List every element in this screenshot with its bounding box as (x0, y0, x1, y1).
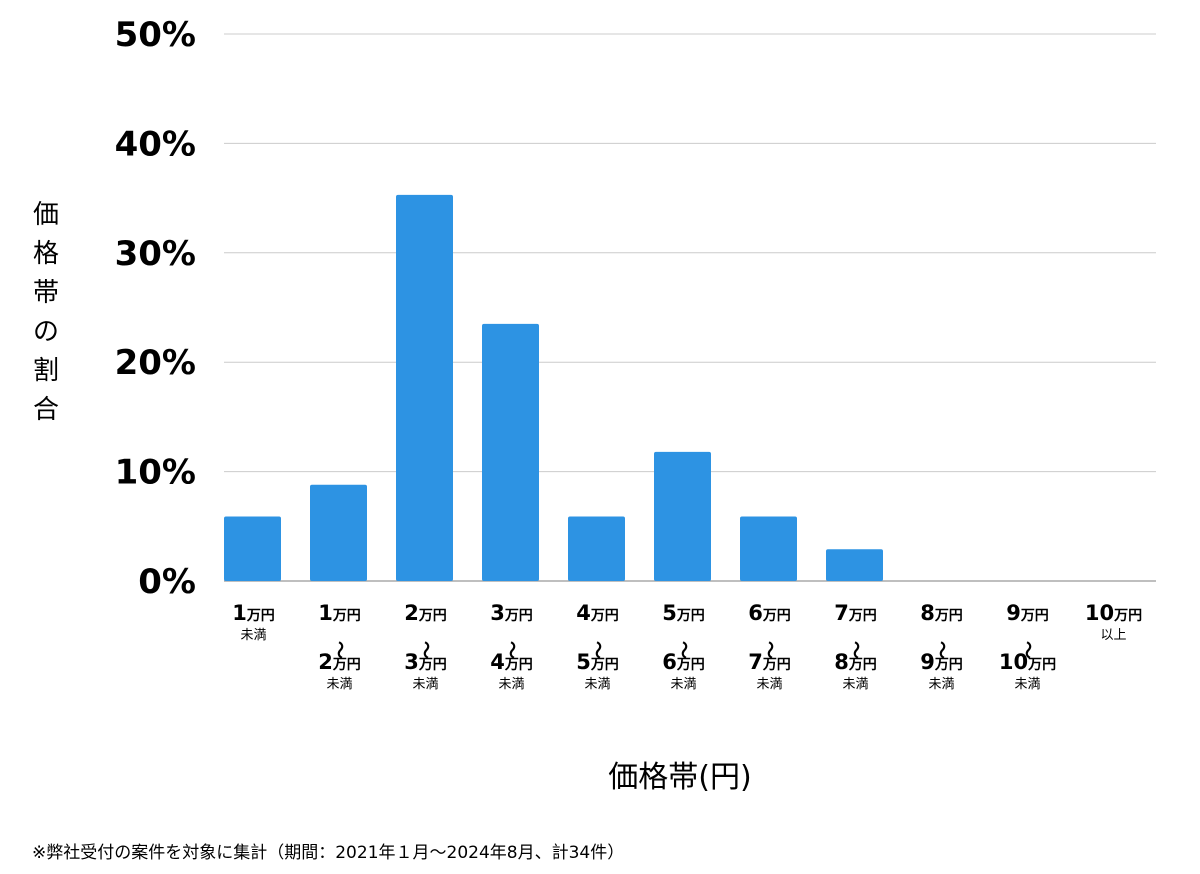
y-axis-label-char: 合 (32, 395, 59, 425)
x-tick-label: 未満 (584, 677, 610, 692)
y-axis-label-char: 割 (32, 356, 59, 386)
y-axis-label: 価格帯の割合 (28, 196, 64, 430)
x-tick-label: 未満 (240, 628, 266, 643)
y-axis-label-char: 格 (32, 239, 59, 269)
bar (482, 323, 539, 581)
x-tick-label: 7万円 (834, 601, 877, 625)
x-tick-label: 以上 (1100, 628, 1126, 643)
bar (396, 194, 453, 581)
y-axis-label-char: の (32, 317, 59, 347)
x-tick-label: 1万円 (232, 601, 275, 625)
x-tick-label: 〜 (931, 641, 952, 659)
y-tick-label: 20% (115, 343, 196, 383)
x-axis-label: 価格帯(円) (608, 760, 752, 795)
x-tick-label: 未満 (498, 677, 524, 692)
x-tick-label: 未満 (756, 677, 782, 692)
x-tick-label: 9万円 (920, 650, 963, 674)
x-tick-label: 7万円 (748, 650, 791, 674)
x-tick-label: 5万円 (662, 601, 705, 625)
x-tick-label: 3万円 (404, 650, 447, 674)
x-tick-label: 未満 (1014, 677, 1040, 692)
bar (740, 516, 797, 581)
y-tick-label: 40% (115, 124, 196, 164)
footnote: ※弊社受付の案件を対象に集計（期間：2021年１月〜2024年8月、計34件） (32, 843, 625, 863)
x-tick-label: 〜 (501, 641, 522, 659)
x-tick-label: 〜 (587, 641, 608, 659)
x-tick-label: 10万円 (1085, 601, 1142, 625)
x-tick-label: 4万円 (490, 650, 533, 674)
x-tick-label: 未満 (842, 677, 868, 692)
grid-lines (224, 33, 1156, 582)
x-tick-label: 〜 (1017, 641, 1038, 659)
x-tick-label: 4万円 (576, 601, 619, 625)
x-tick-label: 8万円 (834, 650, 877, 674)
bar (224, 516, 281, 581)
x-tick-label: 未満 (928, 677, 954, 692)
y-axis-label-char: 帯 (32, 278, 59, 308)
x-tick-label: 10万円 (999, 650, 1056, 674)
y-axis-label-char: 価 (32, 200, 59, 230)
y-tick-label: 50% (115, 15, 196, 55)
x-tick-label: 5万円 (576, 650, 619, 674)
y-tick-label: 10% (115, 453, 196, 493)
x-tick-label: 2万円 (318, 650, 361, 674)
x-tick-label: 8万円 (920, 601, 963, 625)
x-tick-label: 6万円 (662, 650, 705, 674)
x-tick-label: 6万円 (748, 601, 791, 625)
x-tick-label: 〜 (329, 641, 350, 659)
bar (826, 549, 883, 581)
y-tick-label: 30% (115, 234, 196, 274)
x-tick-label: 〜 (415, 641, 436, 659)
x-tick-label: 1万円 (318, 601, 361, 625)
x-axis-category-labels: 1万円未満1万円〜2万円未満2万円〜3万円未満3万円〜4万円未満4万円〜5万円未… (232, 601, 1142, 692)
y-axis-ticks: 0% 10% 20% 30% 40% 50% (115, 15, 196, 602)
bar (568, 516, 625, 581)
x-tick-label: 未満 (670, 677, 696, 692)
x-tick-label: 〜 (673, 641, 694, 659)
bar (310, 484, 367, 581)
x-tick-label: 9万円 (1006, 601, 1049, 625)
bar (654, 451, 711, 581)
x-tick-label: 2万円 (404, 601, 447, 625)
x-tick-label: 〜 (759, 641, 780, 659)
y-tick-label: 0% (138, 562, 196, 602)
x-tick-label: 3万円 (490, 601, 533, 625)
x-tick-label: 〜 (845, 641, 866, 659)
bars (224, 194, 883, 581)
x-tick-label: 未満 (412, 677, 438, 692)
x-tick-label: 未満 (326, 677, 352, 692)
